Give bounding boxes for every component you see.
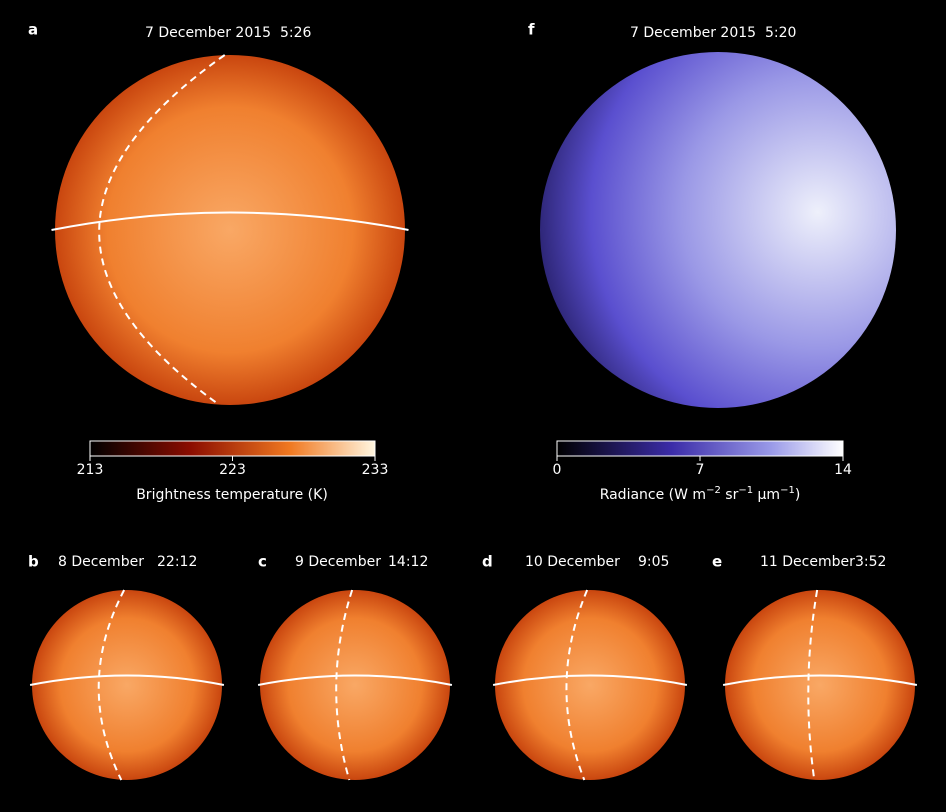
panel-date: 7 December 2015: [145, 25, 271, 41]
panel-label: c: [258, 553, 267, 571]
meridian-line: [97, 589, 126, 781]
colorbar-label: Brightness temperature (K): [136, 487, 328, 503]
panel-time: 5:26: [280, 25, 312, 41]
panel-label: a: [28, 21, 38, 39]
colorbar-tick-label: 223: [219, 462, 246, 478]
panel-date: 7 December 2015: [630, 25, 756, 41]
equator-line: [29, 674, 225, 686]
panel-time: 9:05: [638, 554, 669, 570]
planet-image: [495, 590, 685, 780]
equator-line: [722, 674, 918, 686]
panel-time: 3:52: [855, 554, 886, 570]
colorbar-tick-label: 7: [696, 462, 705, 478]
planet-image: [32, 590, 222, 780]
colorbar-label-part: Brightness temperature (K): [136, 487, 328, 503]
colorbar-tick-label: 213: [77, 462, 104, 478]
meridian-line: [98, 54, 226, 406]
planet-image: [540, 52, 896, 408]
meridian-line: [565, 589, 589, 781]
meridian-line: [807, 589, 819, 781]
planet-image: [55, 55, 405, 405]
colorbar-label-part: −2: [706, 485, 721, 496]
colorbar-tick-label: 233: [362, 462, 389, 478]
colorbar-label-part: −1: [738, 485, 753, 496]
panel-date: 11 December: [760, 554, 855, 570]
colorbar-tick-label: 0: [553, 462, 562, 478]
panel-time: 14:12: [388, 554, 428, 570]
panel-date: 10 December: [525, 554, 620, 570]
panel-label: e: [712, 553, 722, 571]
colorbar-label-part: Radiance (W m: [600, 487, 706, 503]
equator-line: [492, 674, 688, 686]
panel-date: 8 December: [58, 554, 144, 570]
colorbar-label-part: μm: [753, 487, 780, 503]
panel-label: d: [482, 553, 493, 571]
planet-image: [260, 590, 450, 780]
equator-line: [51, 211, 409, 231]
colorbar: [556, 440, 844, 457]
colorbar-label-part: ): [795, 487, 800, 503]
equator-line: [257, 674, 453, 686]
panel-label: b: [28, 553, 39, 571]
panel-label: f: [528, 21, 535, 39]
panel-time: 22:12: [157, 554, 197, 570]
colorbar-label-part: −1: [780, 485, 795, 496]
colorbar-label: Radiance (W m−2 sr−1 μm−1): [600, 485, 801, 504]
panel-date: 9 December: [295, 554, 381, 570]
colorbar-tick-label: 14: [834, 462, 852, 478]
colorbar-label-part: sr: [721, 487, 739, 503]
meridian-line: [335, 589, 354, 781]
colorbar: [89, 440, 376, 457]
panel-time: 5:20: [765, 25, 796, 41]
planet-image: [725, 590, 915, 780]
